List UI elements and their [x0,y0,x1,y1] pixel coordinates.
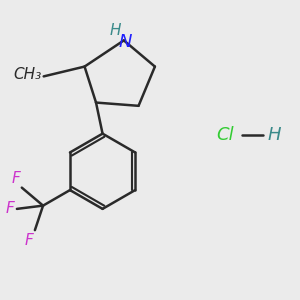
Text: CH₃: CH₃ [14,67,42,82]
Text: Cl: Cl [216,126,233,144]
Text: N: N [119,33,132,51]
Text: F: F [5,201,14,216]
Text: H: H [110,23,122,38]
Text: F: F [11,171,20,186]
Text: H: H [268,126,281,144]
Text: F: F [25,233,33,248]
